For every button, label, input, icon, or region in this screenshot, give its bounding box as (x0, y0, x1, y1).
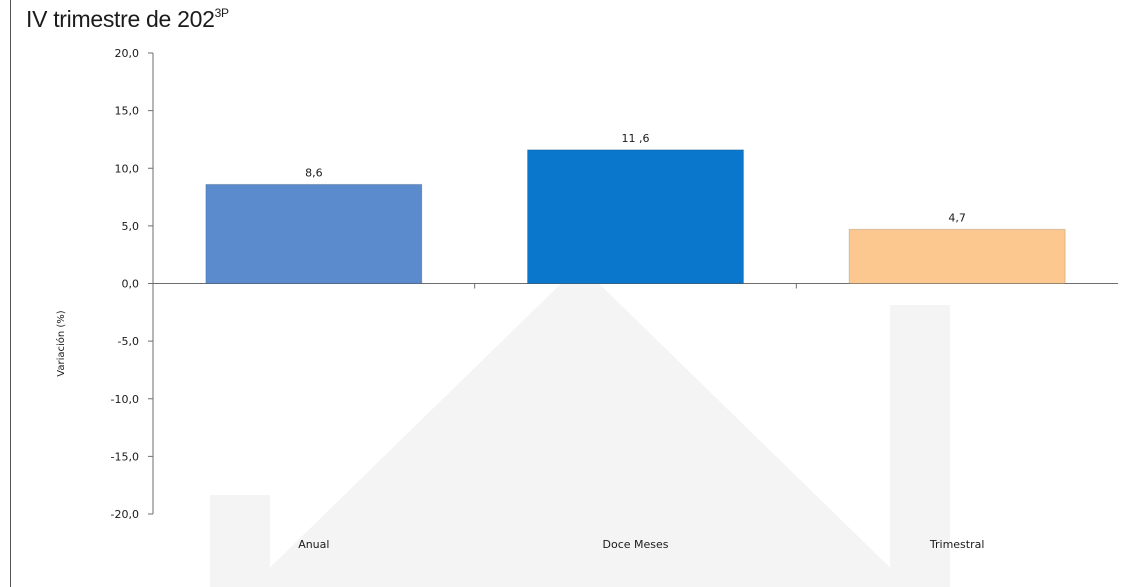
y-axis-title: Variación (%) (55, 310, 67, 377)
y-tick-label: 15,0 (115, 105, 140, 118)
x-category-label: Doce Meses (603, 538, 669, 551)
y-tick-label: 10,0 (115, 162, 140, 175)
chart-title-suffix: 3P (214, 6, 229, 20)
y-tick-label: 0,0 (122, 278, 140, 291)
y-tick-label: -10,0 (111, 393, 139, 406)
y-tick-label: 5,0 (122, 220, 140, 233)
chart-title: IV trimestre de 2023P (26, 6, 229, 33)
bar-value-label: 8,6 (305, 166, 323, 179)
chart-title-text: IV trimestre de 202 (26, 6, 215, 32)
y-tick-label: -15,0 (111, 450, 139, 463)
x-category-label: Trimestral (929, 538, 985, 551)
bar-value-label: 4,7 (948, 211, 966, 224)
plot-area: 20,0 15,0 10,0 5,0 0,0 -5,0 -10,0 -15,0 -20,0 Var… (55, 47, 1118, 551)
bar-doce-meses (527, 149, 744, 284)
bar-trimestral (848, 228, 1066, 285)
y-tick-label: -20,0 (111, 508, 139, 521)
y-tick-label: -5,0 (118, 335, 139, 348)
bar-anual (205, 183, 423, 284)
x-category-label: Anual (298, 538, 329, 551)
y-tick-label: 20,0 (115, 47, 140, 60)
bar-value-label: 11 ,6 (622, 132, 650, 145)
left-border-rule (10, 0, 11, 587)
